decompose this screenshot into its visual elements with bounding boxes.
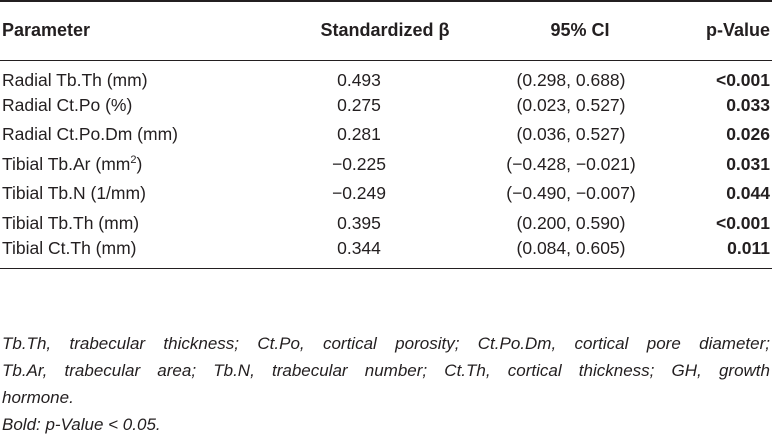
beta-cell: 0.275 xyxy=(337,94,381,115)
ci-cell: (0.036, 0.527) xyxy=(516,124,626,145)
p-value-cell: 0.026 xyxy=(726,124,770,145)
table-row: Tibial Ct.Th (mm) 0.344 (0.084, 0.605) 0… xyxy=(0,238,772,269)
table-row: Tibial Tb.Ar (mm2) −0.225 (−0.428, −0.02… xyxy=(0,150,772,180)
ci-cell: (−0.428, −0.021) xyxy=(506,153,636,174)
parameter-cell: Tibial Tb.Ar (mm2) xyxy=(0,150,240,180)
table-row: Tibial Tb.N (1/mm) −0.249 (−0.490, −0.00… xyxy=(0,179,772,209)
parameter-cell: Tibial Tb.N (1/mm) xyxy=(2,183,146,204)
p-value-cell: <0.001 xyxy=(715,212,770,233)
beta-cell: −0.225 xyxy=(331,153,386,174)
parameter-tail: ) xyxy=(136,153,143,174)
p-value-cell: 0.031 xyxy=(726,153,770,174)
table-row: Radial Tb.Th (mm) 0.493 (0.298, 0.688) <… xyxy=(0,60,772,91)
beta-cell: 0.395 xyxy=(337,212,381,233)
table-body: Radial Tb.Th (mm) 0.493 (0.298, 0.688) <… xyxy=(0,60,772,269)
beta-cell: 0.281 xyxy=(337,124,381,145)
footnote-abbreviations-line-1: Tb.Th, trabecular thickness; Ct.Po, cort… xyxy=(2,334,770,353)
p-value-cell: 0.044 xyxy=(726,183,770,204)
parameter-cell: Radial Ct.Po.Dm (mm) xyxy=(2,124,178,145)
footnote-bold-legend: Bold: p-Value < 0.05. xyxy=(2,415,161,434)
ci-cell: (0.298, 0.688) xyxy=(516,69,626,90)
beta-cell: −0.249 xyxy=(331,183,386,204)
header-row: Parameter Standardized β 95% CI p-Value xyxy=(0,1,772,60)
beta-cell: 0.344 xyxy=(337,238,381,258)
p-value-cell: 0.011 xyxy=(727,238,770,258)
table-row: Radial Ct.Po (%) 0.275 (0.023, 0.527) 0.… xyxy=(0,91,772,121)
regression-table: Parameter Standardized β 95% CI p-Value … xyxy=(0,1,772,269)
ci-cell: (0.023, 0.527) xyxy=(516,94,626,115)
header-standardized-beta: Standardized β xyxy=(320,20,450,41)
ci-cell: (0.084, 0.605) xyxy=(516,238,626,258)
parameter-text: Tibial Tb.Ar (mm xyxy=(2,153,131,174)
table-row: Radial Ct.Po.Dm (mm) 0.281 (0.036, 0.527… xyxy=(0,120,772,150)
regression-table-container: Parameter Standardized β 95% CI p-Value … xyxy=(0,1,772,269)
header-confidence-interval: 95% CI xyxy=(550,20,610,41)
parameter-cell: Radial Tb.Th (mm) xyxy=(2,69,148,90)
parameter-cell: Tibial Ct.Th (mm) xyxy=(2,238,137,258)
superscript-exponent: 2 xyxy=(130,153,137,166)
header-parameter: Parameter xyxy=(2,20,91,41)
p-value-cell: 0.033 xyxy=(726,94,770,115)
table-footnote: Tb.Th, trabecular thickness; Ct.Po, cort… xyxy=(2,330,770,438)
ci-cell: (−0.490, −0.007) xyxy=(506,183,636,204)
table-row: Tibial Tb.Th (mm) 0.395 (0.200, 0.590) <… xyxy=(0,209,772,239)
parameter-cell: Tibial Tb.Th (mm) xyxy=(2,212,140,233)
parameter-cell: Radial Ct.Po (%) xyxy=(2,94,133,115)
table-header: Parameter Standardized β 95% CI p-Value xyxy=(0,1,772,60)
footnote-abbreviations-line-2: Tb.Ar, trabecular area; Tb.N, trabecular… xyxy=(2,361,770,380)
beta-cell: 0.493 xyxy=(337,69,381,90)
ci-cell: (0.200, 0.590) xyxy=(516,212,626,233)
p-value-cell: <0.001 xyxy=(715,69,770,90)
footnote-abbreviations-line-3: hormone. xyxy=(2,388,74,407)
header-p-value: p-Value xyxy=(705,20,770,41)
